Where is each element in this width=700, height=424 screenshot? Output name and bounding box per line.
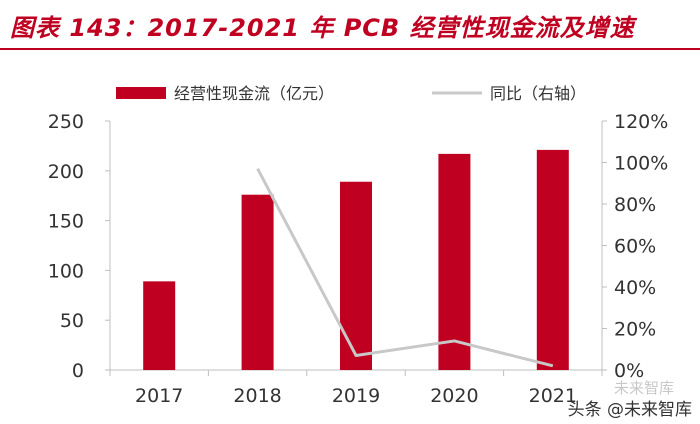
line-path xyxy=(256,168,554,368)
left-tick-label: 200 xyxy=(48,161,84,183)
x-tick-label: 2017 xyxy=(135,385,183,407)
right-tick-label: 60% xyxy=(614,236,656,258)
bar xyxy=(241,194,274,370)
right-tick-label: 40% xyxy=(614,277,656,299)
left-tick-label: 100 xyxy=(48,260,84,282)
right-tick-label: 100% xyxy=(614,153,668,175)
right-tick-label: 20% xyxy=(614,319,656,341)
legend-line-label: 同比（右轴） xyxy=(490,84,586,103)
title-underline xyxy=(0,48,700,50)
title-bar: 图表 143：2017-2021 年 PCB 经营性现金流及增速 xyxy=(0,0,700,50)
right-tick-label: 120% xyxy=(614,111,668,133)
axes: 0 50 100 150 200 250 0% 20% 40% 60% 80% 100% 120% 201… xyxy=(48,111,669,407)
right-tick-label: 80% xyxy=(614,194,656,216)
bar xyxy=(340,181,372,370)
left-tick-label: 250 xyxy=(48,111,84,133)
left-tick-label: 50 xyxy=(60,310,84,332)
chart-title: 图表 143：2017-2021 年 PCB 经营性现金流及增速 xyxy=(10,14,635,42)
left-tick-label: 0 xyxy=(72,360,84,382)
watermark: 头条 @未来智库 xyxy=(567,400,692,420)
bar xyxy=(143,281,176,370)
x-tick-label: 2021 xyxy=(529,385,577,407)
watermark-faint: 未来智库 xyxy=(613,379,674,397)
line-series xyxy=(256,168,554,368)
bar xyxy=(438,153,471,370)
x-tick-label: 2019 xyxy=(332,385,380,407)
x-tick-label: 2018 xyxy=(233,385,281,407)
left-tick-label: 150 xyxy=(48,211,84,233)
bar xyxy=(536,149,569,370)
x-tick-label: 2020 xyxy=(430,385,478,407)
bars xyxy=(143,149,569,370)
legend-bar-label: 经营性现金流（亿元） xyxy=(174,84,334,103)
right-tick-label: 0% xyxy=(614,360,644,382)
legend-bar-swatch xyxy=(116,87,166,99)
legend: 经营性现金流（亿元） 同比（右轴） xyxy=(116,84,586,103)
